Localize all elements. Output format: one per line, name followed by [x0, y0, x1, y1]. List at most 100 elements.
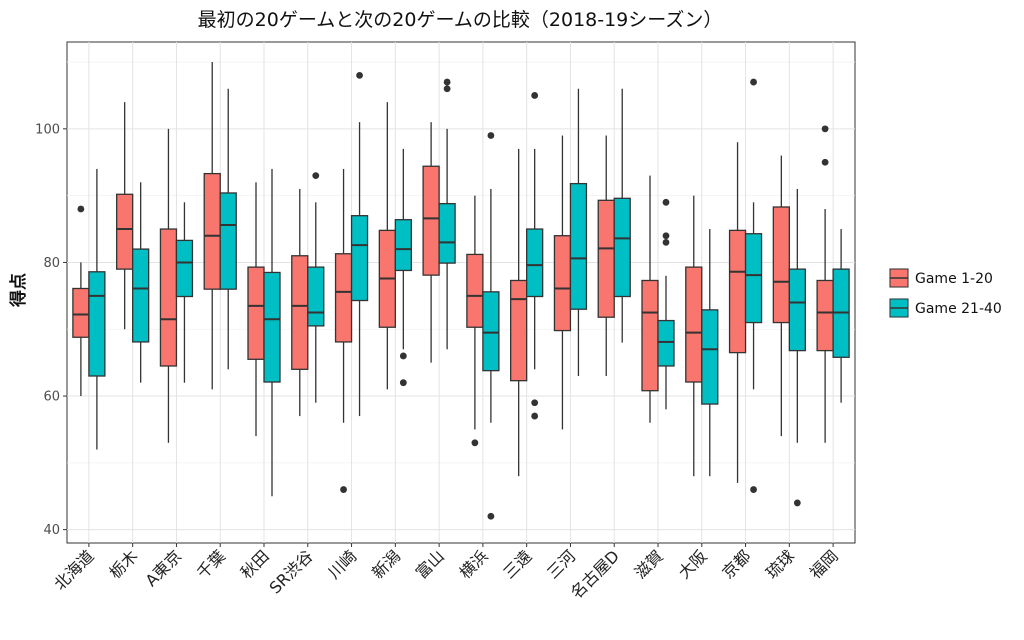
box-iqr: [72, 287, 90, 338]
outlier-point: [399, 352, 407, 360]
box-game-1-20: [597, 135, 615, 376]
x-tick-label: 千葉: [193, 546, 229, 582]
x-tick-label: 琉球: [762, 546, 798, 582]
x-tick-label: 滋賀: [631, 546, 667, 582]
x-tick-label: 福岡: [806, 546, 842, 582]
box-series: [72, 62, 850, 520]
box-game-1-20: [816, 125, 834, 443]
box-iqr: [247, 266, 265, 360]
outlier-point: [443, 78, 451, 86]
box-iqr: [482, 291, 500, 372]
box-iqr: [526, 228, 544, 298]
box-game-1-20: [378, 102, 396, 390]
box-iqr: [88, 271, 106, 377]
y-tick-label: 60: [43, 390, 60, 405]
x-tick-label: 川崎: [324, 546, 360, 582]
box-iqr: [744, 233, 763, 324]
box-iqr: [597, 199, 615, 318]
box-iqr: [772, 206, 790, 324]
box-game-21-40: [701, 229, 719, 477]
box-iqr: [307, 266, 325, 327]
outlier-point: [662, 239, 670, 246]
outlier-point: [340, 486, 347, 493]
box-iqr: [728, 229, 747, 354]
outlier-point: [77, 205, 85, 213]
box-iqr: [641, 279, 659, 392]
outlier-point: [531, 412, 539, 420]
box-iqr: [701, 309, 719, 405]
outlier-point: [531, 399, 539, 407]
x-tick-label: 新潟: [368, 546, 404, 582]
box-iqr: [203, 172, 221, 290]
box-iqr: [816, 279, 834, 352]
box-iqr: [438, 203, 456, 264]
outlier-point: [662, 232, 670, 240]
outlier-point: [531, 92, 539, 99]
outlier-point: [471, 439, 479, 447]
y-tick-label: 100: [35, 122, 60, 137]
box-iqr: [291, 255, 309, 370]
box-game-21-40: [526, 92, 544, 420]
box-game-1-20: [72, 205, 90, 397]
box-game-21-40: [394, 148, 412, 387]
outlier-point: [750, 486, 757, 493]
x-tick-label: 横浜: [456, 546, 492, 582]
x-tick-label: 京都: [718, 546, 754, 582]
outlier-point: [356, 72, 363, 79]
x-tick-label: 北海道: [50, 546, 97, 593]
box-iqr: [422, 165, 440, 276]
box-iqr: [394, 219, 412, 272]
box-iqr: [350, 215, 369, 302]
box-iqr: [569, 182, 588, 310]
x-tick-label: 富山: [412, 546, 448, 582]
box-iqr: [263, 271, 281, 383]
box-game-21-40: [569, 88, 588, 376]
outlier-point: [487, 132, 495, 139]
box-game-21-40: [350, 72, 369, 417]
box-game-21-40: [482, 132, 500, 520]
outlier-point: [399, 379, 407, 387]
box-game-1-20: [116, 102, 134, 330]
y-axis-label: 得点: [8, 273, 29, 308]
box-iqr: [175, 239, 194, 298]
box-iqr: [788, 268, 806, 352]
box-game-1-20: [772, 155, 790, 437]
x-tick-label: 秋田: [237, 546, 273, 582]
outlier-point: [821, 158, 829, 166]
outlier-point: [793, 499, 801, 507]
box-iqr: [219, 192, 237, 290]
y-tick-label: 40: [43, 523, 60, 538]
box-iqr: [159, 228, 178, 367]
box-iqr: [116, 193, 134, 270]
box-game-21-40: [788, 188, 806, 507]
box-game-21-40: [263, 168, 281, 497]
box-game-1-20: [466, 195, 484, 447]
outlier-point: [487, 512, 495, 520]
box-game-21-40: [88, 168, 106, 450]
outlier-point: [662, 198, 670, 206]
x-tick-label: 大阪: [675, 546, 711, 582]
box-game-1-20: [728, 142, 747, 483]
x-tick-label: 栃木: [105, 546, 141, 582]
outlier-point: [312, 172, 320, 180]
box-iqr: [657, 319, 675, 367]
box-iqr: [553, 235, 572, 332]
box-game-21-40: [307, 172, 325, 403]
chart-title: 最初の20ゲームと次の20ゲームの比較（2018-19シーズン）: [198, 9, 723, 31]
box-iqr: [466, 253, 484, 328]
box-game-1-20: [641, 175, 659, 423]
legend-label: Game 1-20: [915, 271, 993, 287]
box-game-21-40: [744, 78, 763, 493]
box-game-21-40: [832, 229, 850, 403]
outlier-point: [443, 85, 451, 93]
outlier-point: [750, 78, 757, 86]
box-game-21-40: [132, 182, 150, 383]
box-game-1-20: [510, 148, 528, 477]
box-game-1-20: [159, 128, 178, 443]
box-game-21-40: [613, 88, 631, 343]
x-tick-label: 三河: [543, 546, 579, 582]
box-game-21-40: [175, 202, 194, 383]
box-iqr: [510, 279, 528, 382]
box-game-1-20: [685, 195, 703, 477]
